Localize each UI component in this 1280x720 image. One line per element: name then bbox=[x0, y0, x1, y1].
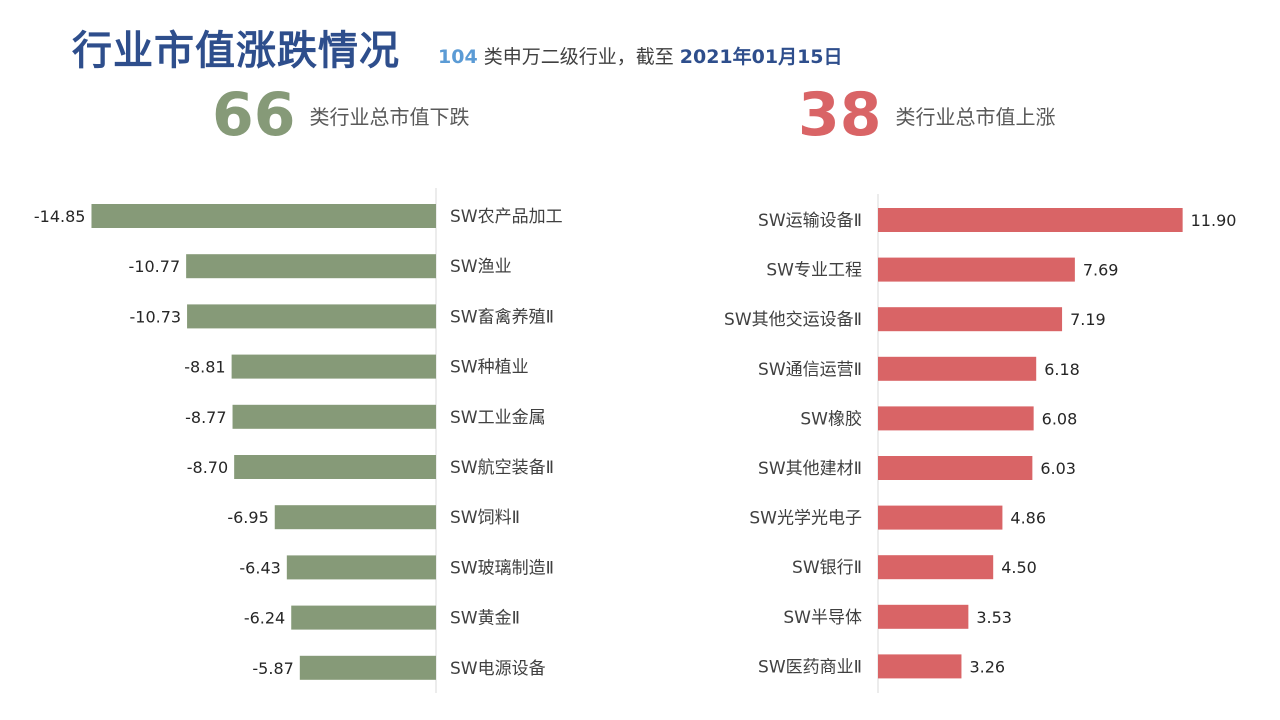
left-bar-2 bbox=[187, 304, 436, 329]
right-category-label-8: SW半导体 bbox=[783, 608, 862, 628]
left-category-label-2: SW畜禽养殖Ⅱ bbox=[450, 307, 554, 327]
industry-count: 104 bbox=[438, 46, 478, 68]
left-category-label-4: SW工业金属 bbox=[450, 408, 546, 428]
up-label: 类行业总市值上涨 bbox=[895, 104, 1056, 129]
left-category-label-8: SW黄金Ⅱ bbox=[450, 609, 520, 629]
down-count: 66 bbox=[212, 80, 296, 150]
left-category-label-9: SW电源设备 bbox=[450, 659, 546, 679]
right-category-label-6: SW光学光电子 bbox=[749, 509, 862, 529]
left-value-label-5: -8.70 bbox=[187, 458, 228, 477]
right-category-label-2: SW其他交运设备Ⅱ bbox=[724, 310, 862, 330]
right-bar-5 bbox=[878, 456, 1033, 480]
right-value-label-2: 7.19 bbox=[1070, 310, 1106, 329]
left-bar-8 bbox=[291, 605, 436, 630]
page-title: 行业市值涨跌情况 bbox=[72, 28, 400, 74]
right-category-label-4: SW橡胶 bbox=[800, 409, 862, 429]
left-value-label-6: -6.95 bbox=[227, 508, 268, 527]
left-category-label-1: SW渔业 bbox=[450, 257, 512, 277]
right-value-label-5: 6.03 bbox=[1040, 459, 1076, 478]
left-bar-6 bbox=[274, 505, 436, 530]
left-category-label-7: SW玻璃制造Ⅱ bbox=[450, 558, 554, 578]
subtitle-text: 类申万二级行业，截至 bbox=[477, 46, 680, 68]
right-category-label-5: SW其他建材Ⅱ bbox=[758, 459, 862, 479]
left-category-label-5: SW航空装备Ⅱ bbox=[450, 458, 554, 478]
left-value-label-3: -8.81 bbox=[184, 358, 225, 377]
right-value-label-1: 7.69 bbox=[1083, 261, 1119, 280]
left-value-label-8: -6.24 bbox=[244, 609, 285, 628]
up-stat: 38 类行业总市值上涨 bbox=[798, 80, 1056, 150]
left-value-label-2: -10.73 bbox=[129, 307, 181, 326]
right-category-label-0: SW运输设备Ⅱ bbox=[758, 211, 862, 231]
left-value-label-0: -14.85 bbox=[34, 207, 86, 226]
down-label: 类行业总市值下跌 bbox=[309, 104, 470, 129]
right-value-label-8: 3.53 bbox=[976, 608, 1012, 627]
right-value-label-9: 3.26 bbox=[969, 657, 1005, 676]
right-bar-7 bbox=[878, 555, 994, 580]
right-bar-4 bbox=[878, 406, 1034, 431]
right-category-label-1: SW专业工程 bbox=[766, 261, 862, 281]
up-count: 38 bbox=[798, 80, 882, 150]
right-value-label-3: 6.18 bbox=[1044, 360, 1080, 379]
left-category-label-6: SW饲料Ⅱ bbox=[450, 508, 520, 528]
left-bar-1 bbox=[186, 254, 436, 279]
left-bar-4 bbox=[232, 404, 436, 429]
right-value-label-6: 4.86 bbox=[1010, 509, 1046, 528]
left-bar-3 bbox=[231, 354, 436, 379]
right-bar-1 bbox=[878, 257, 1075, 282]
right-category-label-9: SW医药商业Ⅱ bbox=[758, 657, 862, 677]
right-bar-3 bbox=[878, 356, 1037, 381]
right-value-label-7: 4.50 bbox=[1001, 558, 1037, 577]
right-bar-8 bbox=[878, 604, 969, 629]
right-bar-6 bbox=[878, 505, 1003, 530]
left-category-label-3: SW种植业 bbox=[450, 358, 529, 378]
left-bar-7 bbox=[286, 555, 436, 580]
left-bar-5 bbox=[234, 455, 436, 479]
page-subtitle: 104 类申万二级行业，截至 2021年01月15日 bbox=[438, 42, 843, 69]
left-bar-9 bbox=[299, 655, 436, 680]
left-bar-0 bbox=[91, 204, 436, 228]
left-value-label-4: -8.77 bbox=[185, 408, 226, 427]
left-value-label-1: -10.77 bbox=[129, 257, 181, 276]
right-bar-2 bbox=[878, 307, 1063, 332]
left-value-label-9: -5.87 bbox=[252, 659, 293, 678]
left-category-label-0: SW农产品加工 bbox=[450, 207, 563, 227]
subtitle-date: 2021年01月15日 bbox=[679, 46, 843, 68]
right-category-label-3: SW通信运营Ⅱ bbox=[758, 360, 862, 380]
right-bar-0 bbox=[878, 208, 1183, 232]
right-value-label-0: 11.90 bbox=[1191, 211, 1237, 230]
right-bar-9 bbox=[878, 654, 962, 679]
right-value-label-4: 6.08 bbox=[1042, 409, 1078, 428]
right-category-label-7: SW银行Ⅱ bbox=[792, 558, 862, 578]
down-stat: 66 类行业总市值下跌 bbox=[212, 80, 470, 150]
left-value-label-7: -6.43 bbox=[239, 558, 280, 577]
